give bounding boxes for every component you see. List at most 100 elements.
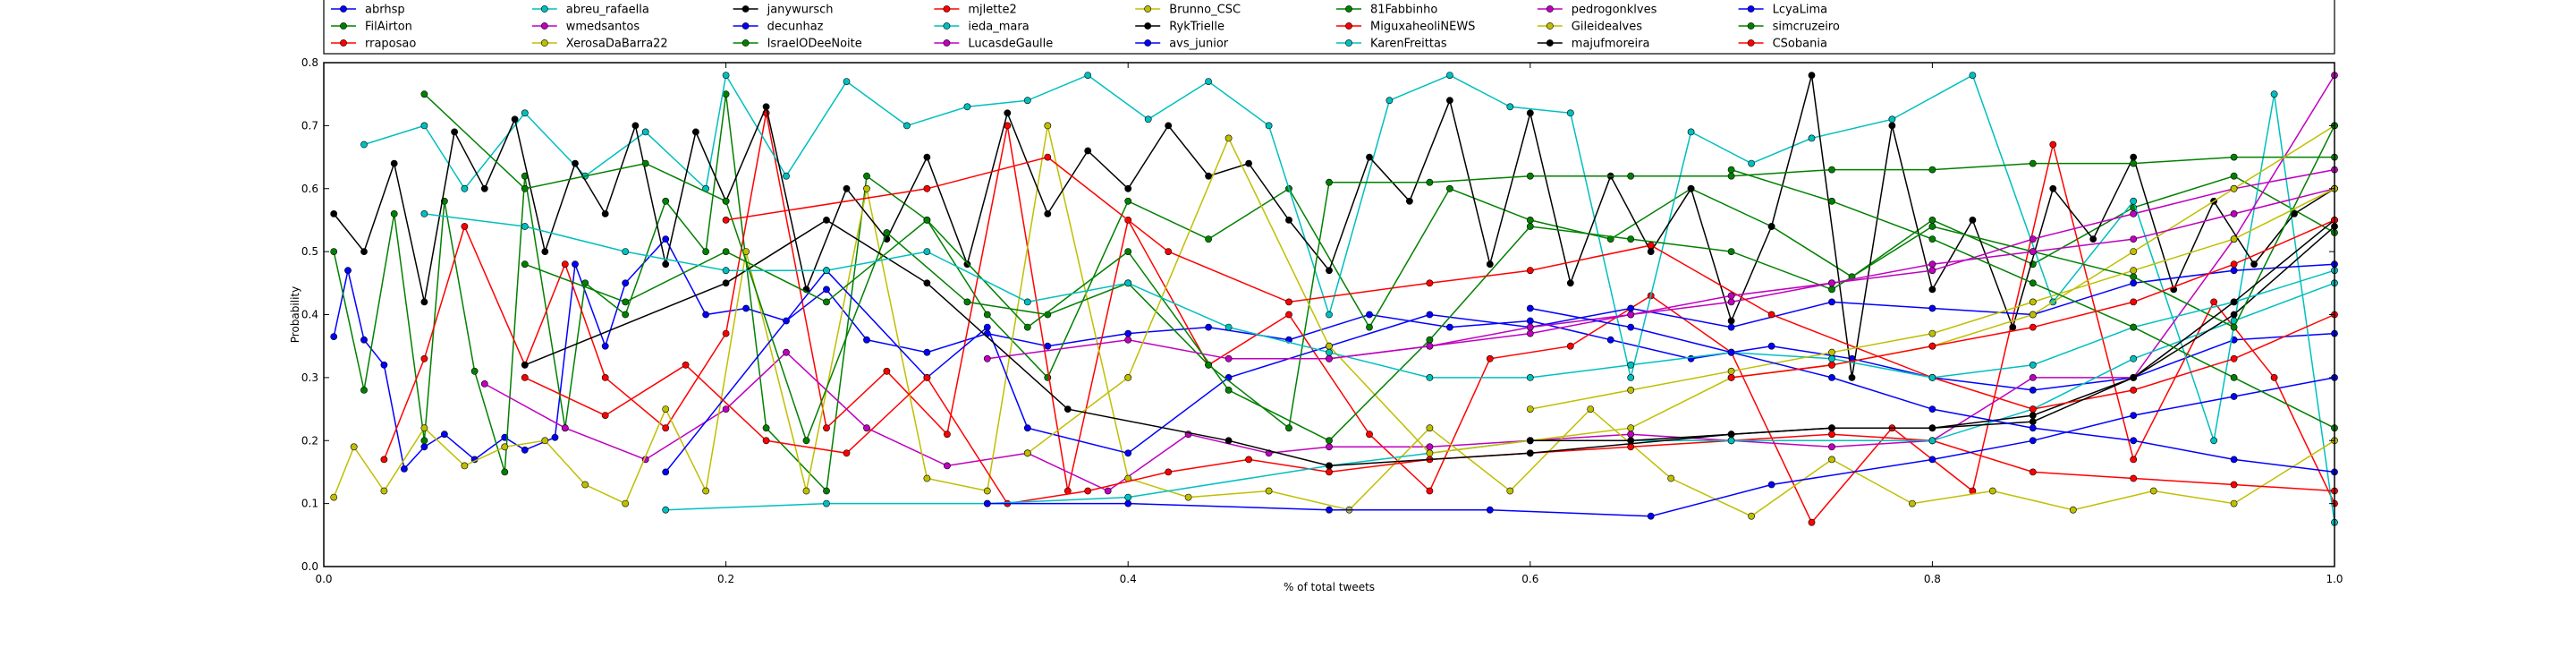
data-point — [823, 424, 830, 432]
legend-frame — [323, 0, 2335, 55]
data-point — [1727, 166, 1735, 174]
data-point — [923, 248, 931, 255]
data-point — [1144, 115, 1152, 124]
data-point — [1526, 172, 1534, 180]
data-point — [1426, 342, 1434, 350]
data-point — [722, 405, 730, 413]
data-point — [1667, 474, 1675, 482]
data-point — [1928, 235, 1936, 243]
data-point — [1928, 437, 1936, 445]
data-point — [1928, 166, 1936, 174]
data-point — [344, 267, 352, 275]
data-point — [923, 153, 931, 161]
data-point — [1184, 493, 1192, 501]
series-MiguxaheoliNEWS — [722, 153, 2338, 413]
legend-item: 81Fabbinho — [1336, 4, 1437, 17]
y-axis-ticks: 0.0 0.1 0.2 0.3 0.4 0.5 0.6 0.7 0.8 — [301, 56, 2334, 573]
data-point — [1124, 449, 1132, 457]
y-tick-label: 0.3 — [301, 371, 318, 384]
legend-item: mjlette2 — [934, 4, 1017, 17]
legend-label: abrhsp — [365, 4, 405, 17]
data-point — [2130, 153, 2138, 161]
data-point — [1326, 462, 1333, 470]
data-point — [903, 122, 911, 130]
data-point — [1265, 122, 1273, 130]
data-point — [1828, 431, 1835, 439]
data-point — [1828, 166, 1835, 174]
legend-label: majufmoreira — [1572, 38, 1650, 51]
data-point — [1023, 323, 1031, 331]
data-point — [1426, 336, 1434, 344]
x-tick-label: 1.0 — [2326, 573, 2343, 585]
data-point — [2230, 184, 2238, 192]
data-point — [1727, 437, 1735, 445]
legend-label: decunhaz — [767, 21, 824, 34]
data-point — [1627, 304, 1635, 312]
legend-swatch-marker — [1345, 5, 1352, 13]
data-point — [1124, 184, 1132, 192]
data-point — [963, 260, 971, 269]
legend-label: 81Fabbinho — [1370, 4, 1437, 17]
data-point — [451, 128, 458, 136]
data-point — [923, 184, 931, 192]
data-point — [2029, 248, 2037, 255]
data-point — [863, 172, 870, 180]
data-point — [1023, 449, 1031, 457]
data-point — [1808, 134, 1816, 142]
data-point — [1928, 342, 1936, 350]
data-point — [501, 468, 509, 476]
data-point — [1104, 487, 1112, 495]
legend-label: Brunno_CSC — [1169, 4, 1241, 17]
data-point — [1245, 456, 1252, 464]
legend-label: RykTrielle — [1169, 21, 1224, 34]
data-point — [1928, 260, 1936, 269]
data-point — [1044, 122, 1052, 130]
data-point — [883, 229, 891, 236]
legend-swatch-marker — [1345, 39, 1352, 47]
series-line — [333, 237, 2335, 471]
data-point — [923, 474, 931, 482]
data-point — [572, 159, 579, 167]
legend-item: rraposao — [331, 38, 416, 51]
data-point — [1124, 279, 1132, 287]
legend-item: pedrogonklves — [1537, 4, 1657, 17]
legend-label: Gileidealves — [1572, 21, 1642, 34]
data-point — [641, 128, 649, 136]
legend-item: Gileidealves — [1537, 21, 1642, 34]
legend-label: ieda_mara — [968, 21, 1029, 34]
data-point — [1044, 209, 1052, 217]
data-point — [1446, 323, 1453, 331]
data-point — [480, 379, 488, 388]
data-point — [2230, 260, 2238, 269]
y-tick-label: 0.1 — [301, 498, 318, 510]
data-point — [963, 103, 971, 111]
data-point — [631, 122, 640, 130]
data-point — [2230, 499, 2238, 507]
data-point — [1647, 248, 1655, 255]
data-point — [722, 216, 730, 224]
series-line — [424, 213, 2335, 379]
data-point — [400, 465, 408, 473]
data-point — [2029, 386, 2037, 394]
legend-label: LucasdeGaulle — [968, 38, 1053, 51]
data-point — [823, 499, 830, 507]
data-point — [360, 248, 368, 255]
data-point — [1928, 456, 1936, 464]
legend-swatch-marker — [943, 5, 951, 13]
data-point — [662, 506, 670, 514]
data-point — [1084, 487, 1092, 495]
data-point — [1587, 405, 1595, 413]
data-point — [1224, 437, 1233, 445]
data-point — [1526, 405, 1534, 413]
data-point — [1224, 134, 1233, 142]
data-point — [1627, 431, 1635, 439]
data-point — [2049, 184, 2057, 192]
data-point — [722, 279, 730, 287]
data-point — [1044, 153, 1052, 161]
data-point — [622, 311, 630, 319]
data-point — [2230, 267, 2238, 275]
data-point — [541, 437, 549, 445]
data-point — [1627, 443, 1635, 451]
plot-series — [330, 72, 2338, 526]
